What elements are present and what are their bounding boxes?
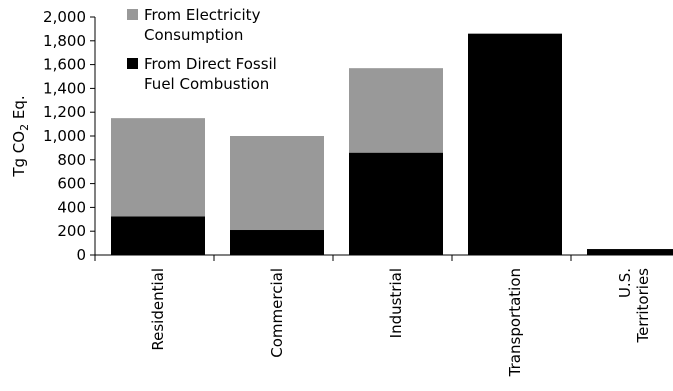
bar-segment <box>230 136 324 231</box>
y-tick-label: 0 <box>76 246 86 264</box>
x-category-label: Industrial <box>387 268 405 338</box>
y-label-text: Eq. <box>10 95 28 124</box>
bar-segment <box>111 216 205 255</box>
bars <box>111 33 673 255</box>
y-tick-label: 1,000 <box>43 127 86 145</box>
bar-segment <box>349 68 443 153</box>
y-tick-label: 1,400 <box>43 79 86 97</box>
y-axis-label: Tg CO2 Eq. <box>10 95 31 177</box>
y-tick-label: 1,600 <box>43 56 86 74</box>
legend-label: From Electricity <box>144 6 261 24</box>
bar-segment <box>111 118 205 217</box>
y-label-text: Tg CO <box>10 131 28 178</box>
bar-segment <box>587 249 673 255</box>
x-category-label: Commercial <box>268 268 286 358</box>
y-tick-label: 400 <box>57 198 86 216</box>
x-category-label: Residential <box>149 268 167 351</box>
x-category-label: Territories <box>634 268 652 344</box>
legend-label: From Direct Fossil <box>144 55 277 73</box>
bar-segment <box>468 33 562 255</box>
y-tick-label: 1,200 <box>43 103 86 121</box>
x-axis: Residential Commercial Industrial Transport… <box>94 254 673 377</box>
legend-swatch <box>127 9 138 20</box>
x-category-label: Transportation <box>506 268 524 377</box>
y-tick-label: 2,000 <box>43 8 86 26</box>
y-tick-label: 200 <box>57 222 86 240</box>
legend-swatch <box>127 58 138 69</box>
y-tick-label: 1,800 <box>43 32 86 50</box>
y-tick-label: 600 <box>57 175 86 193</box>
bar-segment <box>230 230 324 255</box>
legend-label: Fuel Combustion <box>144 75 269 93</box>
y-label-subscript: 2 <box>18 124 31 131</box>
y-tick-label: 800 <box>57 151 86 169</box>
legend: From Electricity Consumption From Direct F… <box>127 6 277 93</box>
bar-segment <box>349 152 443 255</box>
y-axis: 0 200 400 600 800 1,000 1,200 1,400 1,600 1,800 2,… <box>43 8 96 264</box>
legend-label: Consumption <box>144 26 243 44</box>
x-category-label: U.S. <box>616 268 634 298</box>
